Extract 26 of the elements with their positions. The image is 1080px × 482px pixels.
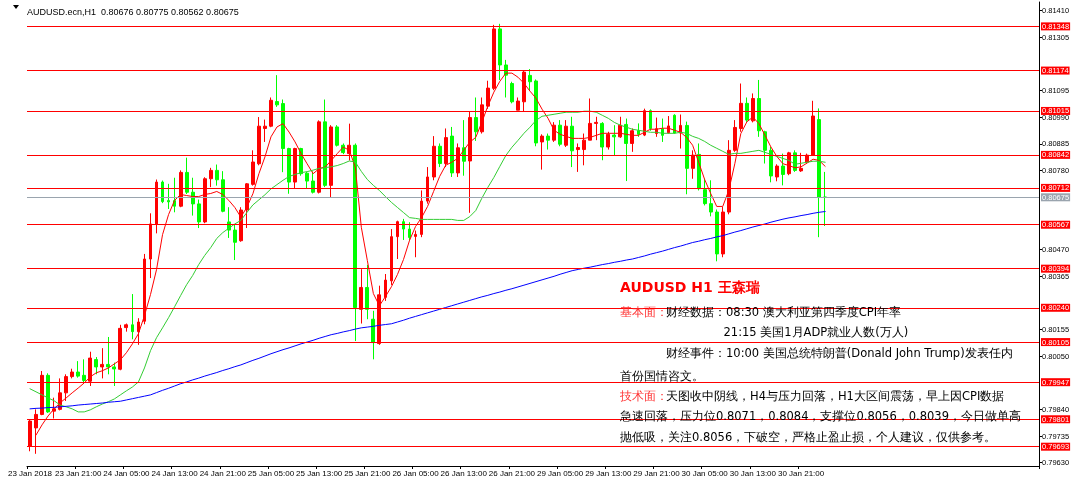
- x-tick-label: 24 Jan 05:00: [103, 468, 151, 478]
- annotation: 技术面：: [619, 389, 668, 403]
- text: AUDUSD.ecn,H1 0.80676 0.80775 0.80562 0.80675: [27, 6, 239, 17]
- x-tick-label: 29 Jan 05:00: [536, 468, 584, 478]
- x-tick-label: 24 Jan 13:00: [151, 468, 199, 478]
- x-tick-label: 26 Jan 21:00: [488, 468, 536, 478]
- x-tick-label: 23 Jan 2018: [7, 468, 53, 478]
- annotation: 天图收中阴线，H4与压力回落，H1大区间震荡，早上因CPI数据: [666, 389, 1005, 403]
- x-tick-label: 25 Jan 05:00: [247, 468, 295, 478]
- x-tick-label: 30 Jan 21:00: [777, 468, 825, 478]
- annotation: 财经事件：10:00 美国总统特朗普(Donald John Trump)发表任内: [666, 346, 1013, 360]
- x-tick-label: 29 Jan 21:00: [633, 468, 681, 478]
- annotation: 抛低吸，关注0.8056，下破空，严格止盈止损，个人建议，仅供参考。: [620, 430, 997, 444]
- x-tick-label: 26 Jan 05:00: [392, 468, 440, 478]
- x-tick-label: 29 Jan 13:00: [585, 468, 632, 478]
- annotation: 财经数据：08:30 澳大利亚第四季度CPI年率: [666, 305, 902, 319]
- annotation: AUDUSD H1 王森瑞: [620, 279, 760, 295]
- x-tick-label: 24 Jan 21:00: [199, 468, 247, 478]
- x-tick-label: 23 Jan 21:00: [55, 468, 102, 478]
- x-tick-label: 30 Jan 05:00: [681, 468, 729, 478]
- annotation: 首份国情咨文。: [620, 369, 704, 383]
- x-tick-label: 25 Jan 13:00: [296, 468, 343, 478]
- x-tick-label: 26 Jan 13:00: [440, 468, 488, 478]
- x-tick-label: 25 Jan 21:00: [344, 468, 392, 478]
- x-tick-label: 30 Jan 13:00: [729, 468, 777, 478]
- annotation: 21:15 美国1月ADP就业人数(万人): [723, 325, 909, 339]
